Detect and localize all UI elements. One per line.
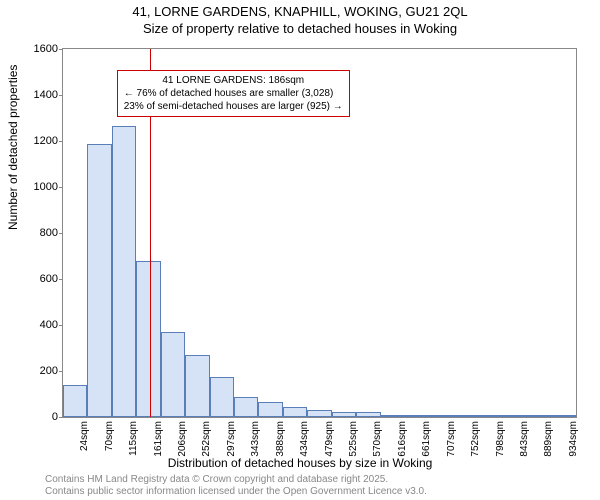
chart-container: 41, LORNE GARDENS, KNAPHILL, WOKING, GU2… <box>0 0 600 500</box>
x-tick-label: 570sqm <box>372 421 383 457</box>
histogram-bar <box>63 385 87 417</box>
histogram-bar <box>478 415 502 417</box>
y-tick-mark <box>59 49 63 50</box>
x-tick-label: 934sqm <box>568 421 579 457</box>
x-tick-label: 343sqm <box>250 421 261 457</box>
y-tick-mark <box>59 417 63 418</box>
x-tick-label: 616sqm <box>397 421 408 457</box>
y-tick-mark <box>59 371 63 372</box>
histogram-bar <box>234 397 258 417</box>
x-tick-label: 889sqm <box>543 421 554 457</box>
x-tick-label: 115sqm <box>128 421 139 456</box>
chart-plot-area: 0200400600800100012001400160024sqm70sqm1… <box>62 48 577 418</box>
histogram-bar <box>283 407 307 417</box>
y-tick-mark <box>59 95 63 96</box>
x-tick-label: 661sqm <box>421 421 432 457</box>
annotation-line: ← 76% of detached houses are smaller (3,… <box>124 87 343 100</box>
histogram-bar <box>552 415 576 417</box>
histogram-bar <box>356 412 380 417</box>
y-axis-label: Number of detached properties <box>6 65 20 230</box>
x-tick-label: 24sqm <box>79 421 90 451</box>
histogram-bar <box>332 412 356 417</box>
x-tick-label: 707sqm <box>446 421 457 457</box>
annotation-line: 23% of semi-detached houses are larger (… <box>124 100 343 113</box>
x-tick-label: 70sqm <box>104 421 115 451</box>
histogram-bar <box>112 126 136 417</box>
histogram-bar <box>136 261 160 417</box>
histogram-bar <box>161 332 185 417</box>
x-tick-label: 525sqm <box>348 421 359 457</box>
y-tick-mark <box>59 279 63 280</box>
histogram-bar <box>185 355 209 417</box>
histogram-bar <box>429 415 453 417</box>
annotation-line: 41 LORNE GARDENS: 186sqm <box>124 74 343 87</box>
x-tick-label: 252sqm <box>201 421 212 457</box>
histogram-bar <box>405 415 429 417</box>
title-line-1: 41, LORNE GARDENS, KNAPHILL, WOKING, GU2… <box>0 4 600 21</box>
histogram-bar <box>307 410 331 417</box>
x-tick-label: 434sqm <box>299 421 310 457</box>
annotation-box: 41 LORNE GARDENS: 186sqm← 76% of detache… <box>117 70 350 117</box>
x-tick-label: 297sqm <box>226 421 237 457</box>
y-tick-mark <box>59 325 63 326</box>
x-tick-label: 206sqm <box>177 421 188 457</box>
histogram-bar <box>87 144 111 417</box>
footer-line-2: Contains public sector information licen… <box>45 486 427 498</box>
x-tick-label: 388sqm <box>275 421 286 457</box>
histogram-bar <box>381 415 405 417</box>
y-tick-mark <box>59 141 63 142</box>
title-line-2: Size of property relative to detached ho… <box>0 21 600 38</box>
x-tick-label: 843sqm <box>519 421 530 457</box>
footer-line-1: Contains HM Land Registry data © Crown c… <box>45 474 427 486</box>
x-tick-label: 752sqm <box>470 421 481 457</box>
histogram-bar <box>503 415 527 417</box>
y-tick-mark <box>59 233 63 234</box>
histogram-bar <box>258 402 282 417</box>
x-tick-label: 161sqm <box>153 421 164 457</box>
x-tick-label: 798sqm <box>495 421 506 457</box>
x-tick-label: 479sqm <box>324 421 335 457</box>
histogram-bar <box>454 415 478 417</box>
y-tick-mark <box>59 187 63 188</box>
footer-attribution: Contains HM Land Registry data © Crown c… <box>45 474 427 498</box>
title-block: 41, LORNE GARDENS, KNAPHILL, WOKING, GU2… <box>0 0 600 38</box>
histogram-bar <box>527 415 551 417</box>
x-axis-label: Distribution of detached houses by size … <box>0 456 600 470</box>
histogram-bar <box>210 377 234 417</box>
